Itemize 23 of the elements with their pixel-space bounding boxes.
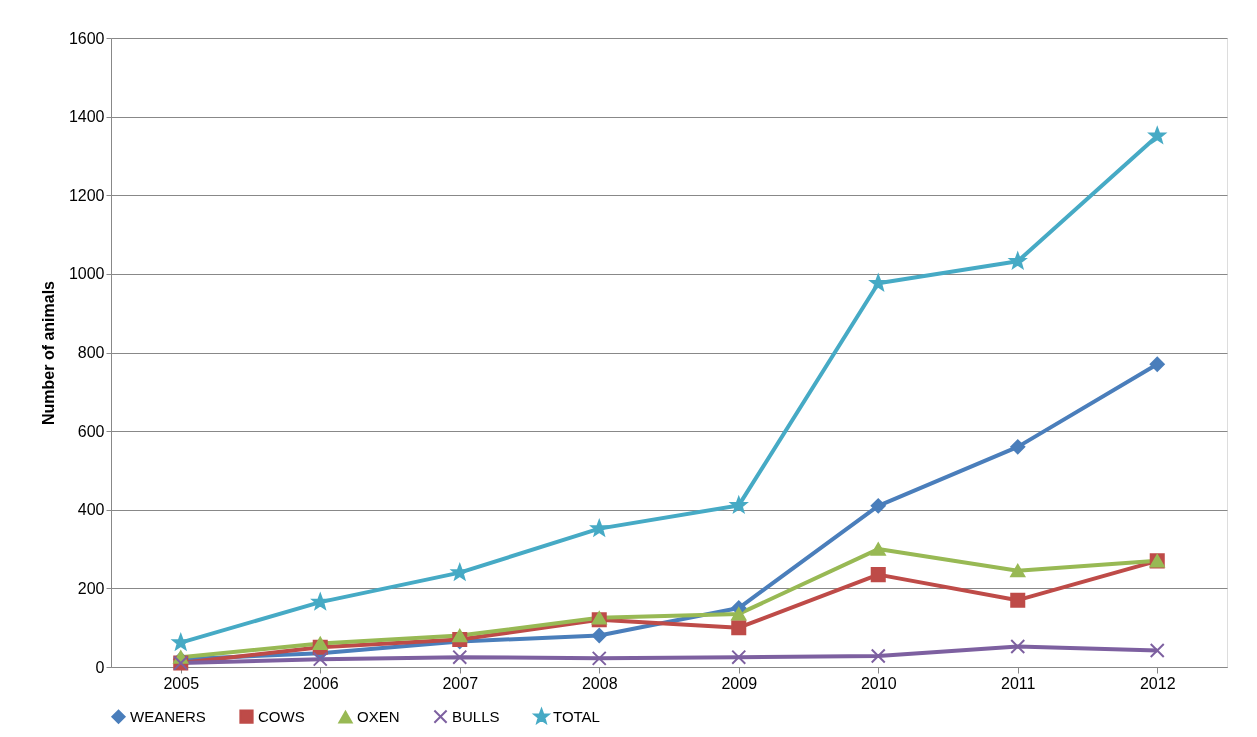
y-tick-label: 1000	[68, 265, 105, 283]
y-tick-label: 600	[77, 422, 105, 440]
x-tick-label: 2009	[721, 674, 758, 692]
x-tick-label: 2011	[1001, 674, 1036, 692]
x-tick-label: 2005	[163, 674, 200, 692]
y-tick-label: 1600	[68, 29, 105, 47]
legend-label: WEANERS	[130, 707, 206, 725]
x-tick-label: 2010	[860, 674, 897, 692]
y-tick-label: 400	[77, 501, 105, 519]
x-tick-label: 2007	[442, 674, 479, 692]
legend-label: OXEN	[357, 708, 400, 726]
x-tick-label: 2008	[581, 674, 618, 692]
legend-label: TOTAL	[553, 707, 600, 725]
y-axis-title: Number of animals	[39, 280, 57, 426]
x-tick-label: 2006	[302, 674, 339, 692]
y-tick-label: 1200	[68, 186, 105, 204]
y-tick-label: 800	[77, 344, 105, 361]
legend-label: COWS	[258, 707, 305, 725]
y-tick-label: 200	[77, 579, 105, 597]
x-tick-label: 2012	[1139, 674, 1176, 692]
y-tick-label: 0	[95, 658, 105, 676]
y-tick-label: 1400	[68, 108, 105, 126]
legend-label: BULLS	[452, 707, 500, 725]
